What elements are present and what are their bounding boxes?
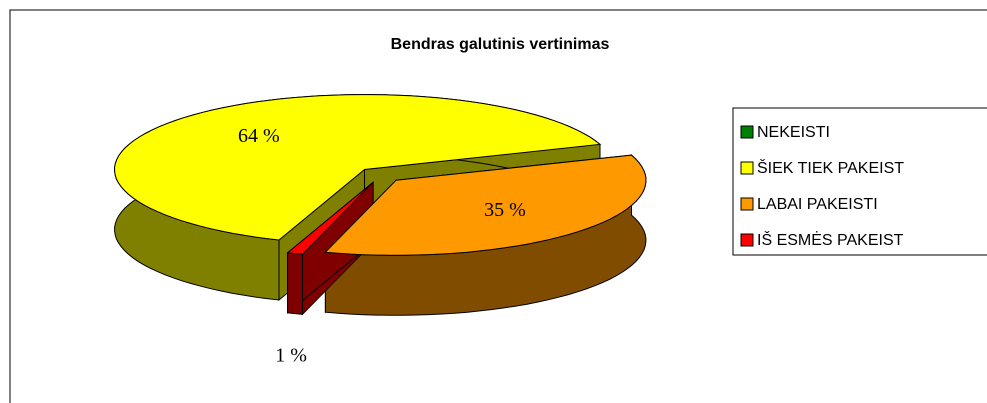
data-label: 35 % [484,199,526,221]
slice-wall [287,252,303,315]
pie-slice [114,94,602,241]
pie-tops [114,94,647,256]
legend-swatch [740,125,754,139]
legend-label: LABAI PAKEISTI [757,196,878,213]
legend-label: NEKEISTI [757,124,830,141]
pie-slice [324,154,647,256]
chart-title: Bendras galutinis vertinimas [391,36,610,53]
legend-swatch [740,161,754,175]
legend-swatch [740,197,754,211]
pie-slice [286,181,374,255]
legend-box [732,107,987,256]
legend-label: ŠIEK TIEK PAKEIST [757,158,904,177]
data-label: 64 % [238,125,280,147]
legend-swatch [740,233,754,247]
data-label: 1 % [275,345,307,367]
legend-label: IŠ ESMĖS PAKEIST [757,230,904,249]
